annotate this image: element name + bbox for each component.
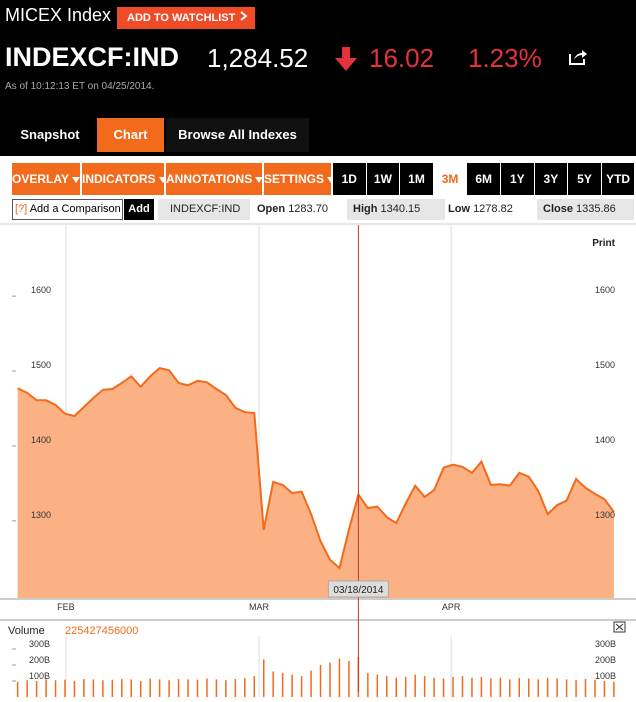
down-arrow-icon	[335, 47, 357, 71]
index-title: MICEX Index	[5, 5, 112, 25]
cursor-label: 03/18/2014	[333, 585, 383, 596]
area	[17, 368, 614, 598]
chart: Print Volume 225427456000 FEB MAR APR 1300 1…	[0, 223, 636, 697]
y-tick-label: 300B	[29, 639, 50, 649]
y-tick-label: 1500	[31, 360, 51, 370]
cursor-label-box	[327, 580, 389, 598]
price: 1,284.52	[207, 43, 309, 73]
range-button[interactable]: YTD	[601, 163, 635, 195]
timestamp: As of 10:12:13 ET on 04/25/2014.	[5, 81, 155, 92]
menu-button[interactable]: SETTINGS	[264, 163, 336, 195]
y-tick-label: 1400	[595, 435, 615, 445]
open-field: Open 1283.70	[257, 199, 345, 220]
tab[interactable]: Browse All Indexes	[166, 118, 309, 152]
volume-label: Volume	[8, 625, 45, 637]
range-button-selected[interactable]: 3M	[433, 163, 467, 195]
close-value: 1335.86	[576, 203, 616, 215]
range-button[interactable]: 6M	[467, 163, 500, 195]
low-value: 1278.82	[473, 203, 513, 215]
help-link[interactable]: [?]	[15, 203, 28, 215]
y-tick-label: 100B	[29, 671, 50, 681]
y-tick-label: 200B	[29, 655, 50, 665]
menu-label: ANNOTATIONS	[166, 172, 253, 186]
volume-value: 225427456000	[65, 625, 138, 637]
tab-active[interactable]: Chart	[97, 118, 164, 152]
y-tick-label: 1300	[595, 510, 615, 520]
close-field: Close 1335.86	[537, 199, 634, 220]
symbol-box: INDEXCF:IND	[158, 199, 250, 220]
range-button[interactable]: 1D	[333, 163, 366, 195]
menu-button[interactable]: INDICATORS	[82, 163, 167, 195]
caret-icon	[71, 177, 80, 183]
chevron-icon	[240, 11, 248, 21]
x-tick-label: APR	[442, 602, 461, 612]
menu-label: OVERLAY	[12, 172, 69, 186]
menu-label: SETTINGS	[264, 172, 325, 186]
y-tick-label: 1300	[31, 510, 51, 520]
y-tick-label: 1400	[31, 435, 51, 445]
y-tick-label: 1500	[595, 360, 615, 370]
share-icon[interactable]	[568, 48, 588, 66]
watchlist-button[interactable]: ADD TO WATCHLIST	[117, 7, 255, 29]
open-value: 1283.70	[288, 203, 328, 215]
open-label: Open	[257, 203, 286, 215]
ticker: INDEXCF:IND	[5, 42, 179, 72]
watchlist-label: ADD TO WATCHLIST	[127, 12, 236, 24]
range-button[interactable]: 3Y	[534, 163, 568, 195]
close-icon[interactable]	[613, 621, 626, 633]
percent-change: 1.23%	[468, 43, 542, 73]
x-tick-label: MAR	[249, 602, 270, 612]
tab[interactable]: Snapshot	[5, 118, 95, 152]
high-label: High	[353, 203, 378, 215]
caret-icon	[255, 177, 264, 183]
caret-icon	[158, 177, 167, 183]
placeholder: Add a Comparison	[29, 203, 121, 215]
y-tick-label: 1600	[31, 285, 51, 295]
close-label: Close	[543, 203, 573, 215]
range-button[interactable]: 1Y	[501, 163, 534, 195]
high-field: High 1340.15	[347, 199, 445, 220]
add-button[interactable]: Add	[124, 199, 154, 220]
range-button[interactable]: 5Y	[568, 163, 601, 195]
comparison-input[interactable]: [?] Add a Comparison	[12, 199, 123, 220]
menu-label: INDICATORS	[82, 172, 156, 186]
x-tick-label: FEB	[57, 602, 75, 612]
menu-button[interactable]: OVERLAY	[12, 163, 80, 195]
low-field: Low 1278.82	[448, 199, 534, 220]
y-tick-label: 200B	[595, 655, 616, 665]
y-tick-label: 1600	[595, 285, 615, 295]
menu-button[interactable]: ANNOTATIONS	[166, 163, 264, 195]
high-value: 1340.15	[380, 203, 421, 215]
print-link[interactable]: Print	[592, 238, 615, 249]
low-label: Low	[448, 203, 470, 215]
range-button[interactable]: 1M	[400, 163, 433, 195]
price-change: 16.02	[369, 43, 435, 73]
line	[17, 367, 615, 570]
y-tick-label: 300B	[595, 639, 616, 649]
y-tick-label: 100B	[595, 671, 616, 681]
range-button[interactable]: 1W	[366, 163, 400, 195]
